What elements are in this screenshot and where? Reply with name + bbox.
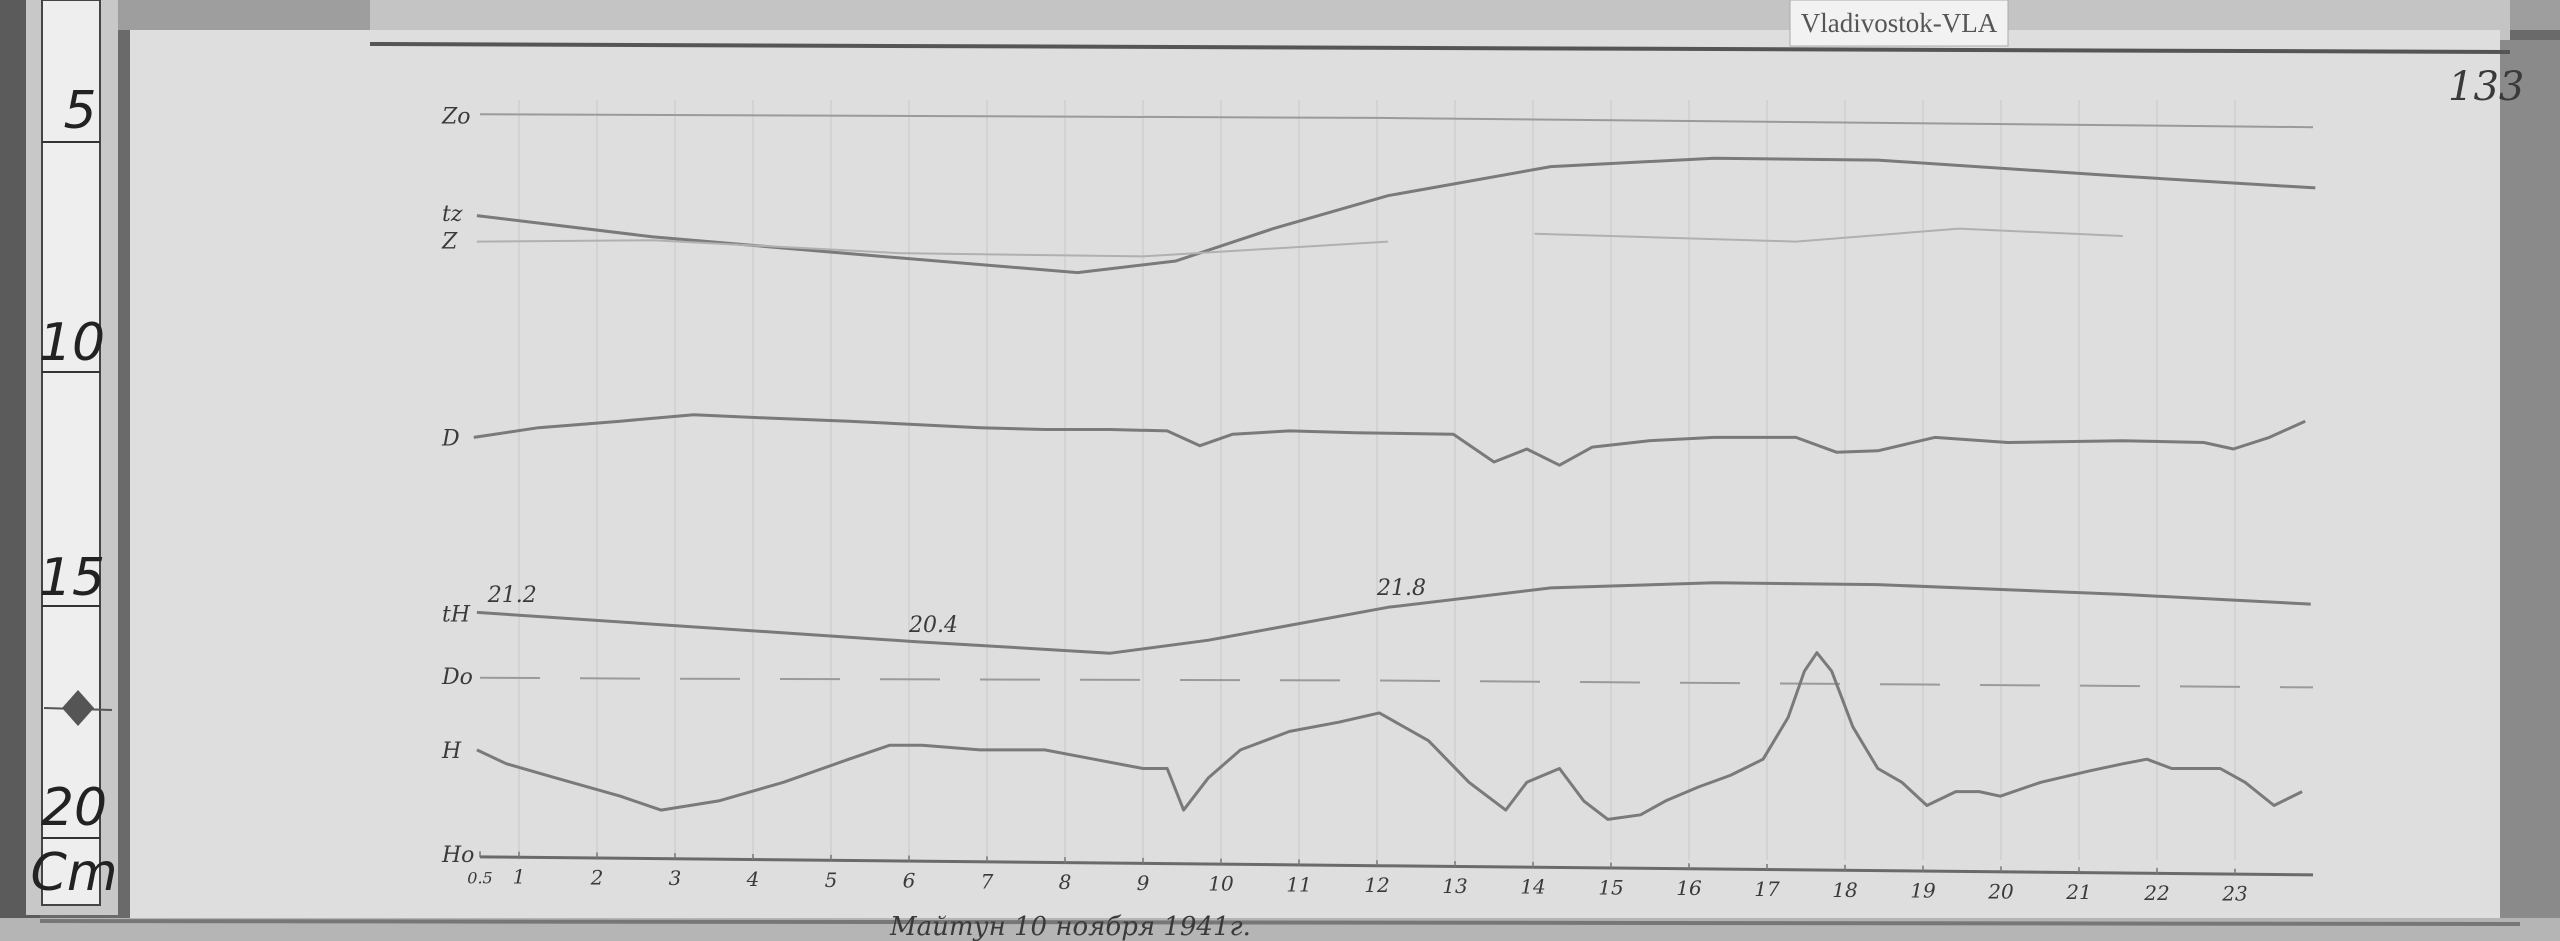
baseline-do xyxy=(479,676,2314,689)
ruler-mark-15: 15 xyxy=(39,548,105,608)
x-tick-label: 5 xyxy=(825,868,838,892)
row-label-h: H xyxy=(441,739,462,764)
trace-th xyxy=(476,581,2311,655)
x-tick-label: 7 xyxy=(981,869,994,893)
trace-d xyxy=(473,413,2306,467)
ruler-mark-5: 5 xyxy=(63,81,96,141)
x-tick-labels: 0.5 1 2 3 4 5 6 7 8 9 10 11 12 13 14 15 16 17 18 19 20 21 22 23 xyxy=(467,851,2248,906)
x-tick-label: 10 xyxy=(1208,872,1234,896)
baseline-zo xyxy=(479,113,2314,129)
x-tick-label: 11 xyxy=(1286,872,1311,896)
right-frame xyxy=(2498,40,2560,920)
x-tick-label: 14 xyxy=(1520,875,1545,899)
x-tick-label: 4 xyxy=(746,867,760,891)
row-label-d: D xyxy=(441,426,460,451)
station-label: Vladivostok-VLA xyxy=(1801,8,1998,38)
ruler-mark-20: 20 xyxy=(41,778,107,838)
paper-sheet xyxy=(130,30,2500,920)
x-tick-label: 3 xyxy=(669,866,682,890)
trace-tz xyxy=(476,156,2316,275)
x-tick-label: 15 xyxy=(1598,875,1623,899)
x-tick-label: 19 xyxy=(1910,879,1936,903)
x-tick-label: 13 xyxy=(1442,874,1467,898)
x-tick-label: 20 xyxy=(1987,879,2014,903)
row-label-z: Z xyxy=(441,230,458,255)
footer-note: Майтун 10 ноября 1941г. xyxy=(889,912,1251,941)
traces xyxy=(473,156,2316,821)
x-tick-label: 16 xyxy=(1676,876,1702,900)
sheet-number: 133 xyxy=(2448,64,2524,110)
trace-annotation: 21.8 xyxy=(1376,576,1426,601)
x-tick-label: 12 xyxy=(1364,873,1389,897)
x-tick-label: 2 xyxy=(590,865,604,889)
x-tick-label: 0.5 xyxy=(467,868,492,887)
x-tick-label: 9 xyxy=(1137,871,1150,895)
hour-grid xyxy=(518,100,2236,860)
trace-annotation: 20.4 xyxy=(908,613,958,638)
row-label-tz: tz xyxy=(442,202,463,227)
x-tick-label: 18 xyxy=(1832,878,1857,902)
x-tick-label: 22 xyxy=(2143,881,2169,905)
bottom-edge xyxy=(39,919,2521,926)
annotations: 21.2 20.4 21.8 xyxy=(487,576,1426,638)
row-label-zo: Zo xyxy=(441,105,471,130)
x-tick-label: 8 xyxy=(1059,870,1072,894)
sheet-edge xyxy=(369,42,2511,54)
ruler-unit: Cm xyxy=(31,843,118,903)
trace-annotation: 21.2 xyxy=(487,583,537,608)
x-tick-label: 17 xyxy=(1754,877,1780,901)
x-tick-label: 23 xyxy=(2221,882,2247,906)
x-tick-label: 1 xyxy=(513,865,526,889)
trace-z xyxy=(1534,227,2123,243)
row-label-th: tH xyxy=(442,602,471,627)
row-label-do: Do xyxy=(441,665,473,690)
x-tick-label: 6 xyxy=(903,869,916,893)
ruler-mark-10: 10 xyxy=(39,313,105,373)
cm-ruler: 5 10 15 20 Cm xyxy=(26,0,118,915)
row-labels: Zo tz Z DtH Do H Ho xyxy=(441,105,474,868)
row-label-ho: Ho xyxy=(441,843,474,868)
x-tick-label: 21 xyxy=(2065,880,2091,904)
trace-h xyxy=(476,651,2303,821)
trace-z xyxy=(476,239,1388,258)
station-tag: Vladivostok-VLA xyxy=(1789,0,2009,47)
